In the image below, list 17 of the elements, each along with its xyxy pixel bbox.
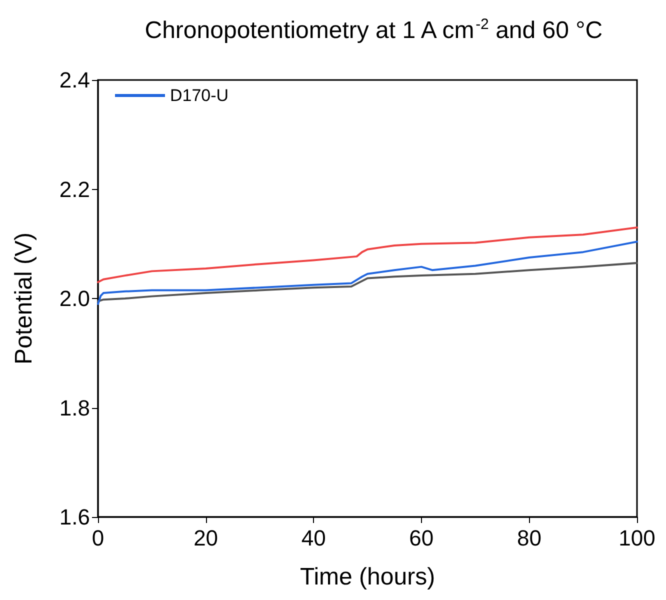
y-tick-label: 2.0: [59, 286, 90, 311]
line-series: [97, 262, 638, 302]
x-tick-label: 40: [301, 526, 326, 550]
y-tick-label: 1.8: [59, 395, 90, 420]
y-tick-label: 2.2: [59, 176, 90, 202]
legend-label: D170-U: [170, 86, 229, 105]
x-axis-title: Time (hours): [300, 564, 436, 590]
y-tick-label: 1.6: [59, 504, 90, 530]
x-tick-label: 0: [92, 526, 104, 550]
x-tick-label: 60: [409, 526, 434, 550]
x-tick-label: 20: [194, 526, 218, 550]
x-tick-label: 100: [618, 526, 656, 550]
y-axis-title: Potential (V): [10, 232, 38, 365]
x-tick-label: 80: [516, 526, 542, 550]
y-tick-label: 2.4: [59, 68, 90, 92]
line-series: [97, 240, 638, 305]
line-series: [97, 226, 638, 284]
